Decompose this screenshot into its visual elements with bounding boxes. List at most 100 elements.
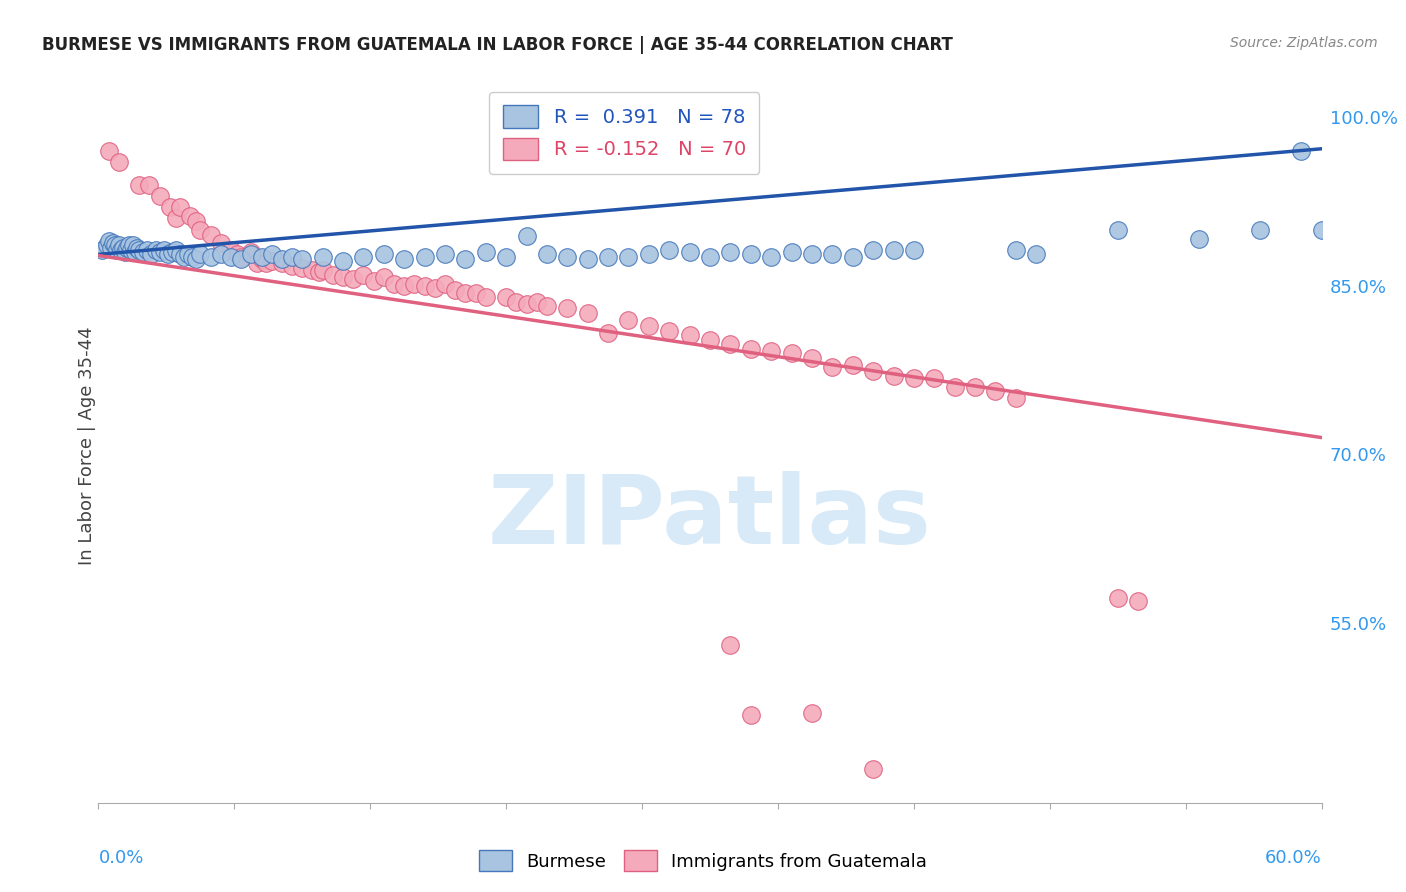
Point (219, 250, 242, 264)
Point (516, 297, 538, 311)
Point (97, 144, 120, 158)
Point (638, 247, 661, 261)
Point (392, 278, 416, 293)
Text: BURMESE VS IMMIGRANTS FROM GUATEMALA IN LABOR FORCE | AGE 35-44 CORRELATION CHAR: BURMESE VS IMMIGRANTS FROM GUATEMALA IN … (42, 36, 953, 54)
Point (474, 290, 498, 304)
Point (801, 351, 824, 365)
Point (200, 228, 222, 243)
Point (576, 252, 599, 266)
Point (1188, 232, 1211, 246)
Point (720, 337, 742, 351)
Point (169, 247, 191, 261)
Point (240, 247, 263, 261)
Point (434, 277, 457, 291)
Point (105, 243, 128, 257)
Point (352, 268, 374, 282)
Point (617, 312, 640, 326)
Point (474, 245, 498, 260)
Legend: R =  0.391   N = 78, R = -0.152   N = 70: R = 0.391 N = 78, R = -0.152 N = 70 (489, 92, 759, 174)
Point (165, 211, 187, 226)
Point (617, 250, 640, 264)
Point (250, 250, 273, 264)
Point (679, 245, 702, 260)
Point (922, 371, 945, 385)
Point (536, 247, 558, 261)
Point (679, 328, 702, 343)
Point (392, 252, 416, 266)
Point (120, 243, 142, 257)
Point (132, 245, 155, 260)
Point (495, 250, 517, 264)
Point (373, 269, 395, 284)
Point (149, 189, 172, 203)
Point (352, 250, 374, 264)
Point (231, 250, 253, 264)
Point (101, 236, 124, 251)
Point (699, 333, 721, 347)
Point (1249, 222, 1271, 236)
Point (128, 243, 150, 257)
Point (862, 243, 884, 257)
Point (136, 243, 159, 257)
Point (1310, 222, 1333, 236)
Point (883, 243, 905, 257)
Point (943, 380, 966, 394)
Point (740, 247, 762, 261)
Point (434, 247, 457, 261)
Point (658, 243, 681, 257)
Point (179, 209, 201, 223)
Point (209, 236, 232, 251)
Point (260, 247, 283, 261)
Point (598, 250, 620, 264)
Point (200, 250, 222, 264)
Point (186, 252, 208, 266)
Point (177, 247, 200, 261)
Point (141, 247, 163, 261)
Point (156, 247, 179, 261)
Point (536, 299, 558, 313)
Point (413, 278, 436, 293)
Point (281, 250, 304, 264)
Point (165, 243, 187, 257)
Point (363, 274, 385, 288)
Point (332, 254, 354, 268)
Point (1291, 144, 1313, 158)
Point (181, 250, 204, 264)
Point (1025, 247, 1047, 261)
Point (281, 259, 304, 273)
Point (188, 222, 212, 236)
Point (495, 290, 517, 304)
Point (761, 250, 783, 264)
Point (270, 256, 294, 270)
Point (145, 243, 167, 257)
Point (250, 252, 273, 266)
Point (903, 243, 925, 257)
Point (454, 252, 477, 266)
Point (270, 252, 294, 266)
Point (209, 247, 232, 261)
Point (246, 256, 269, 270)
Point (114, 245, 136, 260)
Point (821, 247, 844, 261)
Point (127, 241, 149, 255)
Point (254, 256, 277, 270)
Point (308, 265, 330, 279)
Point (1004, 243, 1026, 257)
Point (1107, 222, 1129, 236)
Point (576, 306, 599, 320)
Point (96, 238, 118, 252)
Point (124, 245, 146, 260)
Y-axis label: In Labor Force | Age 35-44: In Labor Force | Age 35-44 (79, 326, 96, 566)
Point (104, 238, 127, 252)
Point (761, 344, 783, 359)
Point (373, 247, 395, 261)
Point (780, 346, 803, 360)
Point (444, 284, 467, 298)
Point (100, 241, 122, 255)
Point (169, 200, 191, 214)
Point (841, 358, 863, 372)
Point (110, 243, 132, 257)
Point (291, 252, 314, 266)
Point (883, 368, 905, 383)
Point (332, 269, 354, 284)
